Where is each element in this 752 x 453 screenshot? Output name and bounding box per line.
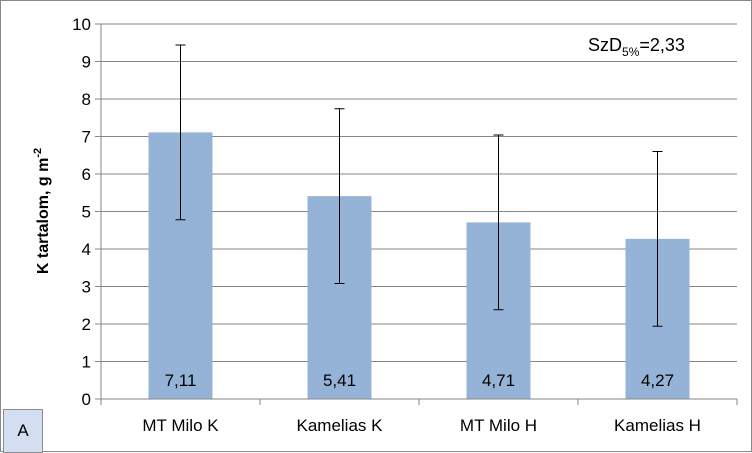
y-tick-label: 4 [82,240,91,259]
x-category-label: Kamelias K [297,416,384,435]
y-axis-label: K tartalom, g m-2 [32,148,52,274]
y-tick-label: 10 [72,15,91,34]
y-tick-label: 9 [82,53,91,72]
x-category-label: Kamelias H [614,416,701,435]
bars [148,132,690,399]
data-label: 7,11 [165,371,197,390]
error-bars [175,44,663,327]
y-tick-label: 2 [82,315,91,334]
y-tick-label: 1 [82,353,91,372]
data-label: 4,27 [641,371,674,390]
data-label: 5,41 [323,371,356,390]
data-labels: 7,11 5,41 4,71 4,27 [165,371,674,390]
panel-label: A [3,409,43,453]
y-tick-label: 0 [82,390,91,409]
x-axis-categories: MT Milo K Kamelias K MT Milo H Kamelias H [100,399,738,435]
y-tick-label: 8 [82,90,91,109]
lsd-annotation: SzD5%=2,33 [588,35,685,59]
y-tick-label: 5 [82,203,91,222]
y-axis-ticks: 0 1 2 3 4 5 6 7 8 9 10 [72,15,101,409]
x-category-label: MT Milo K [142,416,219,435]
data-label: 4,71 [482,371,515,390]
y-tick-label: 7 [82,128,91,147]
x-category-label: MT Milo H [460,416,537,435]
y-tick-label: 3 [82,278,91,297]
y-tick-label: 6 [82,165,91,184]
